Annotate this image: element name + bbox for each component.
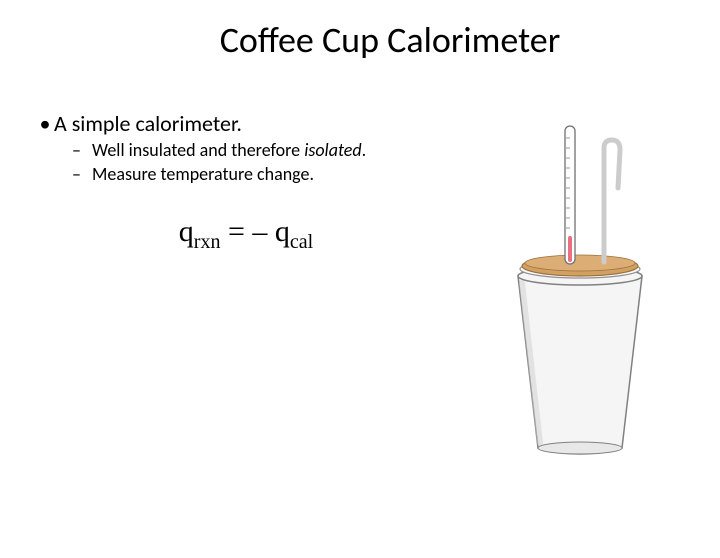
- eq-q2: q: [275, 215, 290, 248]
- bullet-dash: –: [72, 139, 92, 161]
- content-area: • A simple calorimeter. – Well insulated…: [36, 110, 456, 254]
- eq-sub1: rxn: [194, 231, 221, 253]
- calorimeter-diagram: [500, 118, 660, 458]
- eq-op: = –: [220, 215, 274, 248]
- bullet-main-text: A simple calorimeter.: [54, 110, 242, 137]
- bullet-dash: –: [72, 163, 92, 185]
- bullet-sub-2-text: Measure temperature change.: [92, 163, 314, 185]
- stirrer: [604, 140, 620, 262]
- page-title: Coffee Cup Calorimeter: [60, 18, 720, 62]
- bullet-main: • A simple calorimeter.: [36, 110, 456, 137]
- cup-bottom: [538, 442, 622, 454]
- bullet-sub-1: – Well insulated and therefore isolated.: [72, 139, 456, 161]
- eq-sub2: cal: [290, 231, 313, 253]
- calorimeter-svg: [500, 118, 660, 458]
- sub1c: .: [362, 139, 367, 161]
- sub1b: isolated: [304, 139, 361, 161]
- sub1a: Well insulated and therefore: [92, 139, 304, 161]
- eq-q1: q: [179, 215, 194, 248]
- bullet-sub-2: – Measure temperature change.: [72, 163, 456, 185]
- bullet-dot: •: [36, 110, 54, 137]
- lid-top: [525, 255, 635, 271]
- equation: qrxn = – qcal: [36, 215, 456, 254]
- bullet-sub-1-text: Well insulated and therefore isolated.: [92, 139, 366, 161]
- thermometer-mercury: [568, 236, 572, 262]
